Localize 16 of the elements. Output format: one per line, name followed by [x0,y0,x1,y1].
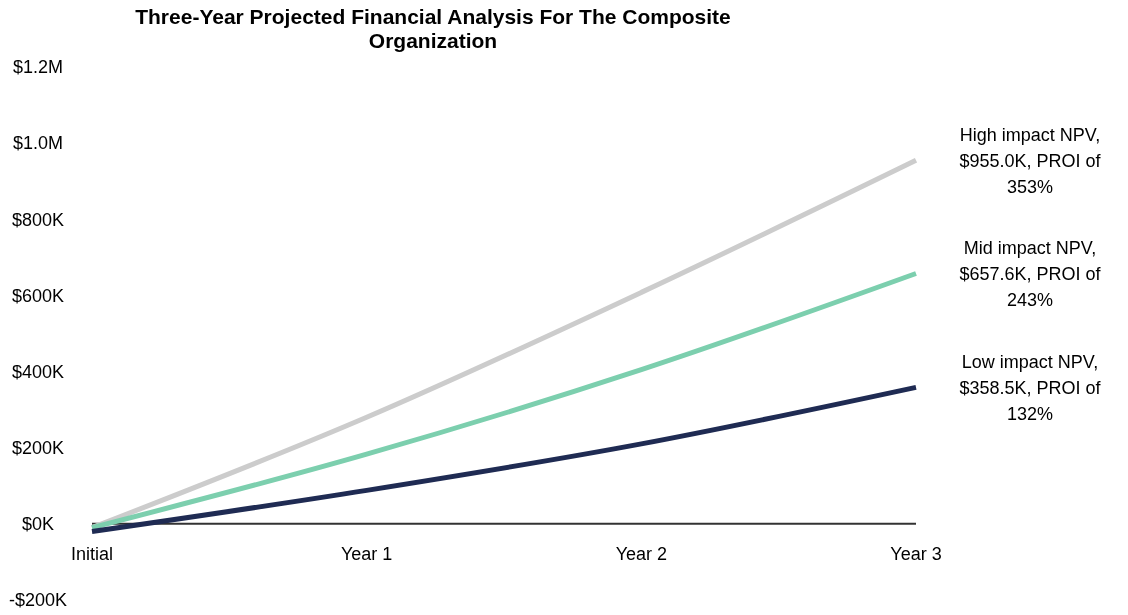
annotation: High impact NPV, $955.0K, PROI of 353% [959,124,1102,197]
y-tick-label: $800K [11,209,65,230]
x-tick-label: Year 2 [615,543,668,564]
x-tick-label: Initial [70,543,114,564]
y-tick-label: $1.2M [12,57,64,78]
y-tick-label: $200K [11,438,65,459]
annotation: Mid impact NPV, $657.6K, PROI of 243% [959,237,1102,310]
x-tick-label: Year 1 [340,543,393,564]
y-tick-label: $400K [11,361,65,382]
y-tick-label: $0K [21,514,55,535]
x-tick-label: Year 3 [890,543,942,564]
y-tick-label: $1.0M [12,133,64,154]
y-tick-label: $600K [11,285,65,306]
annotation: Low impact NPV, $358.5K, PROI of 132% [959,351,1102,424]
y-tick-label: -$200K [8,590,68,611]
chart-title: Three-Year Projected Financial Analysis For The Composite Organization [135,5,731,52]
